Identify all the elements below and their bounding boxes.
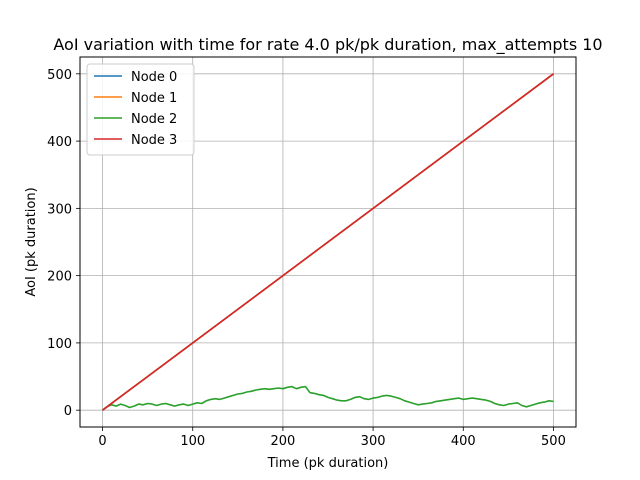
y-tick-label: 100 bbox=[47, 337, 72, 352]
legend-label-node-2: Node 2 bbox=[131, 112, 177, 127]
x-axis-label: Time (pk duration) bbox=[267, 456, 389, 471]
legend-box bbox=[86, 63, 195, 156]
legend: Node 0 Node 1 Node 2 Node 3 bbox=[86, 63, 195, 156]
plot-frame bbox=[79, 56, 577, 428]
grid-layer bbox=[80, 57, 576, 427]
tick-layer: 0 100 200 300 400 500 0 100 200 300 400 500 bbox=[47, 68, 566, 449]
y-tick-label: 300 bbox=[47, 202, 72, 217]
legend-label-node-1: Node 1 bbox=[131, 91, 177, 106]
x-tick-label: 400 bbox=[451, 434, 476, 449]
x-tick-label: 300 bbox=[361, 434, 386, 449]
x-tick-label: 500 bbox=[541, 434, 566, 449]
y-tick-label: 500 bbox=[47, 68, 72, 83]
y-tick-label: 400 bbox=[47, 135, 72, 150]
series-line-node-2 bbox=[102, 385, 554, 411]
y-axis-label: AoI (pk duration) bbox=[24, 187, 39, 296]
chart-title: AoI variation with time for rate 4.0 pk/… bbox=[53, 35, 602, 55]
legend-label-node-0: Node 0 bbox=[131, 70, 177, 85]
legend-label-node-3: Node 3 bbox=[131, 133, 177, 148]
x-tick-label: 200 bbox=[270, 434, 295, 449]
y-tick-label: 200 bbox=[47, 270, 72, 285]
x-tick-label: 100 bbox=[180, 434, 205, 449]
series-layer bbox=[102, 73, 554, 411]
series-line-node-3 bbox=[102, 73, 554, 411]
y-tick-label: 0 bbox=[64, 404, 72, 419]
x-tick-label: 0 bbox=[98, 434, 106, 449]
